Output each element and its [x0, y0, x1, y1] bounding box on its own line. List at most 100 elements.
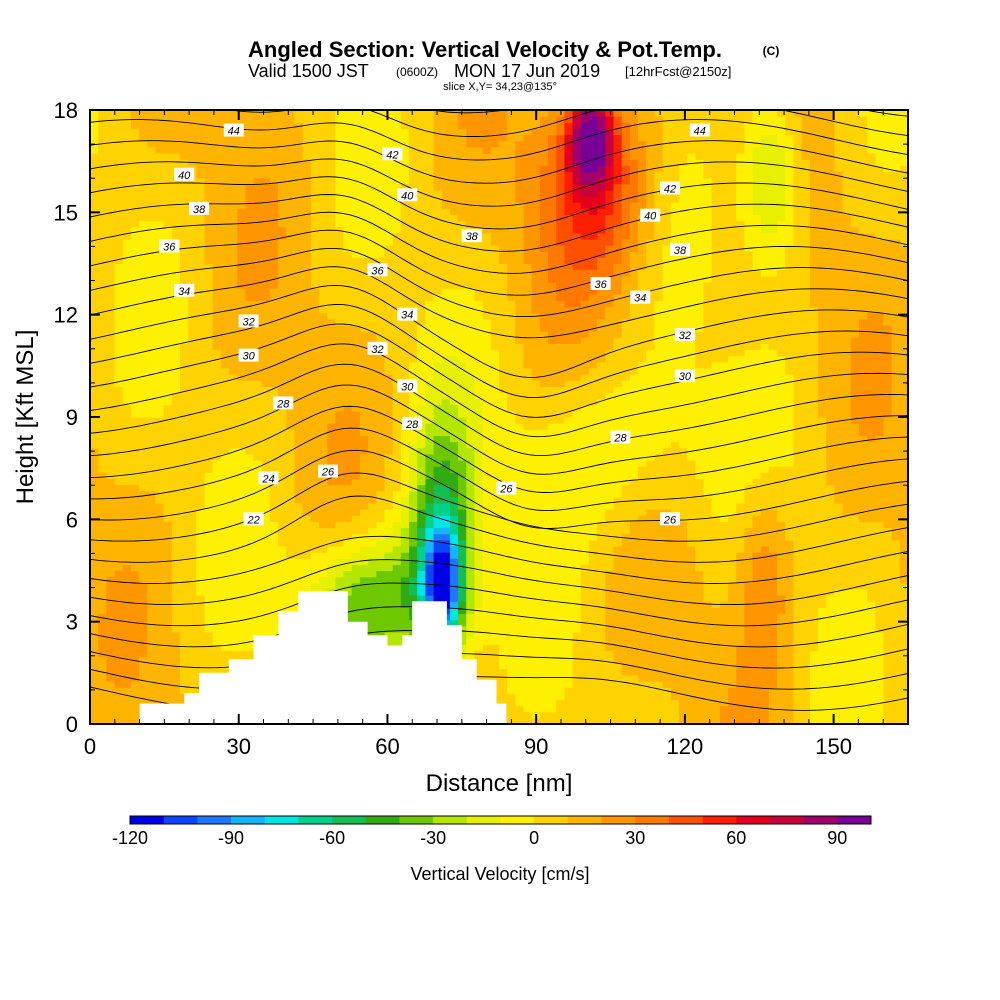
velocity-cell — [409, 214, 418, 222]
velocity-cell — [229, 509, 238, 516]
velocity-cell — [482, 355, 492, 363]
velocity-cell — [327, 294, 336, 301]
velocity-cell — [302, 484, 312, 492]
velocity-cell — [482, 288, 492, 295]
velocity-cell — [278, 226, 287, 234]
velocity-cell — [302, 355, 312, 363]
velocity-cell — [441, 527, 451, 535]
velocity-cell — [319, 435, 328, 443]
velocity-cell — [425, 331, 435, 338]
velocity-cell — [130, 343, 140, 351]
velocity-cell — [474, 527, 484, 535]
velocity-cell — [220, 527, 230, 535]
velocity-cell — [196, 668, 206, 676]
velocity-cell — [114, 257, 124, 265]
velocity-cell — [237, 116, 247, 123]
velocity-cell — [212, 515, 222, 522]
velocity-cell — [163, 183, 173, 191]
velocity-cell — [310, 545, 320, 553]
velocity-cell — [351, 288, 361, 295]
velocity-cell — [253, 134, 263, 142]
velocity-cell — [474, 128, 484, 136]
velocity-cell — [269, 208, 279, 215]
velocity-cell — [204, 110, 214, 117]
velocity-cell — [417, 288, 426, 295]
velocity-cell — [237, 558, 247, 565]
velocity-cell — [188, 257, 197, 265]
velocity-cell — [139, 429, 148, 437]
velocity-cell — [188, 355, 197, 363]
velocity-cell — [286, 380, 296, 387]
velocity-cell — [179, 392, 189, 400]
velocity-cell — [106, 484, 116, 492]
velocity-cell — [245, 533, 255, 541]
velocity-cell — [327, 515, 336, 522]
velocity-cell — [359, 478, 369, 486]
velocity-cell — [474, 656, 484, 664]
velocity-cell — [302, 515, 312, 522]
velocity-cell — [449, 447, 459, 455]
velocity-cell — [204, 619, 214, 627]
velocity-cell — [409, 582, 418, 590]
velocity-cell — [286, 343, 296, 351]
velocity-cell — [286, 374, 296, 381]
velocity-cell — [392, 183, 402, 191]
velocity-cell — [482, 257, 492, 265]
velocity-cell — [163, 435, 173, 443]
velocity-cell — [171, 140, 181, 148]
velocity-cell — [261, 441, 271, 449]
velocity-cell — [245, 367, 255, 375]
velocity-cell — [327, 324, 336, 332]
velocity-cell — [130, 435, 140, 443]
velocity-cell — [90, 570, 99, 578]
velocity-cell — [212, 238, 222, 246]
velocity-cell — [335, 146, 345, 154]
velocity-cell — [261, 245, 271, 252]
velocity-cell — [130, 552, 140, 559]
velocity-cell — [114, 238, 124, 246]
velocity-cell — [261, 527, 271, 535]
velocity-cell — [171, 146, 181, 154]
velocity-cell — [122, 324, 132, 332]
velocity-cell — [278, 588, 287, 596]
velocity-cell — [196, 435, 206, 443]
velocity-cell — [310, 152, 320, 160]
velocity-cell — [368, 128, 377, 136]
velocity-cell — [139, 447, 148, 455]
velocity-cell — [319, 324, 328, 332]
velocity-cell — [155, 668, 165, 676]
velocity-cell — [139, 668, 148, 676]
velocity-cell — [90, 410, 99, 418]
velocity-cell — [269, 607, 279, 615]
velocity-cell — [220, 478, 230, 486]
velocity-cell — [179, 681, 189, 688]
velocity-cell — [204, 490, 214, 498]
velocity-cell — [204, 576, 214, 584]
velocity-cell — [188, 306, 197, 314]
velocity-cell — [204, 447, 214, 455]
velocity-cell — [400, 183, 410, 191]
velocity-cell — [294, 472, 304, 479]
velocity-cell — [449, 496, 459, 504]
velocity-cell — [163, 515, 173, 522]
velocity-cell — [106, 693, 116, 701]
velocity-cell — [302, 195, 312, 203]
velocity-cell — [368, 484, 377, 492]
velocity-cell — [212, 410, 222, 418]
velocity-cell — [106, 533, 116, 541]
velocity-cell — [286, 558, 296, 565]
velocity-cell — [474, 263, 484, 271]
velocity-cell — [490, 558, 500, 565]
velocity-cell — [147, 337, 157, 344]
velocity-cell — [188, 533, 197, 541]
velocity-cell — [482, 349, 492, 357]
velocity-cell — [188, 613, 197, 621]
velocity-cell — [114, 681, 124, 688]
velocity-cell — [425, 208, 435, 215]
velocity-cell — [212, 214, 222, 222]
velocity-cell — [474, 116, 484, 123]
velocity-cell — [286, 588, 296, 596]
velocity-cell — [335, 404, 345, 412]
velocity-cell — [98, 214, 107, 222]
velocity-cell — [376, 318, 386, 326]
